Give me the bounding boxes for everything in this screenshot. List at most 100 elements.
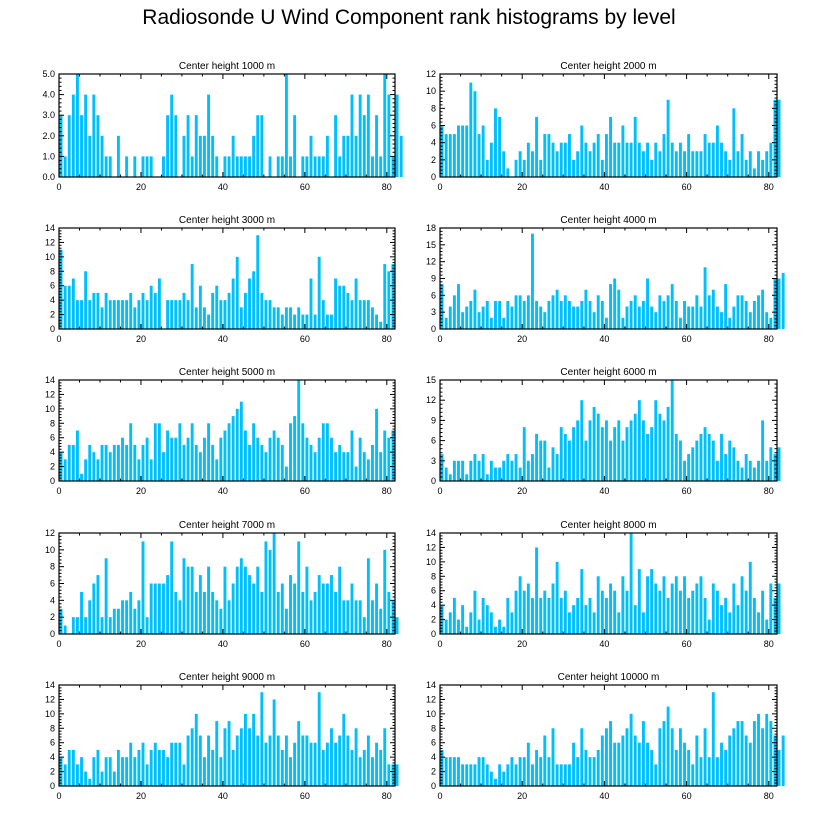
y-tick-label: 8 — [50, 723, 55, 733]
histogram-bar — [769, 317, 773, 329]
histogram-bar — [715, 757, 719, 786]
histogram-bar — [646, 742, 649, 786]
histogram-bar — [108, 300, 112, 329]
histogram-bar — [724, 454, 728, 481]
y-tick-label: 0 — [431, 476, 436, 486]
histogram-bar — [354, 600, 358, 634]
histogram-bar — [227, 721, 231, 786]
histogram-bar — [518, 151, 522, 177]
histogram-bar — [92, 757, 96, 786]
histogram-bar — [182, 292, 186, 329]
histogram-bar — [371, 307, 374, 329]
histogram-bar — [518, 467, 522, 481]
histogram-bar — [641, 612, 645, 634]
histogram-bar — [305, 314, 309, 329]
histogram-bar — [63, 764, 67, 786]
histogram-bar — [157, 423, 161, 481]
histogram-bar — [75, 764, 79, 786]
histogram-bar — [231, 583, 235, 634]
histogram-bar — [539, 757, 543, 786]
histogram-bar — [535, 547, 539, 634]
histogram-bar — [215, 285, 219, 329]
histogram-bar — [346, 135, 350, 177]
histogram-bar — [227, 423, 231, 481]
histogram-bar — [674, 300, 678, 329]
histogram-bar — [297, 307, 301, 329]
histogram-bar — [293, 314, 297, 329]
y-tick-label: 12 — [426, 395, 436, 405]
histogram-bar — [452, 597, 456, 634]
histogram-bar — [715, 590, 719, 634]
histogram-bar — [366, 735, 370, 786]
histogram-bar — [526, 583, 530, 634]
histogram-bar — [531, 233, 534, 329]
histogram-bar — [235, 156, 239, 177]
histogram-bar — [297, 541, 301, 634]
histogram-bar — [522, 427, 526, 481]
histogram-bar — [272, 699, 276, 786]
histogram-bar — [510, 757, 514, 786]
x-tick-label: 20 — [517, 791, 527, 801]
histogram-bar — [699, 306, 703, 329]
panel-title: Center height 1000 m — [179, 61, 275, 72]
histogram-bar — [149, 459, 153, 481]
histogram-bar — [198, 575, 202, 634]
histogram-bar — [724, 597, 728, 634]
histogram-bar — [457, 125, 460, 177]
histogram-bar — [662, 721, 666, 786]
histogram-bar — [211, 135, 215, 177]
histogram-bar — [637, 306, 641, 329]
histogram-bar — [325, 742, 329, 786]
y-tick-label: 14 — [45, 223, 55, 233]
histogram-bar — [84, 271, 88, 329]
histogram-bar — [268, 437, 272, 481]
histogram-bar — [637, 742, 641, 786]
histogram-bar — [531, 764, 534, 786]
histogram-bar — [260, 292, 264, 329]
histogram-bar — [761, 420, 765, 481]
histogram-bar — [457, 757, 460, 786]
histogram-bar — [748, 460, 752, 481]
histogram-bar — [174, 591, 178, 634]
histogram-bar — [170, 94, 174, 177]
histogram-bar — [765, 151, 769, 177]
histogram-bar — [752, 721, 756, 786]
histogram-bar — [387, 591, 391, 634]
x-tick-label: 80 — [764, 791, 774, 801]
histogram-bar — [494, 300, 497, 329]
histogram-bar — [473, 289, 477, 329]
histogram-bar — [551, 447, 555, 481]
histogram-bar — [559, 764, 563, 786]
y-tick-label: 12 — [45, 694, 55, 704]
histogram-bar — [469, 300, 473, 329]
histogram-bar — [317, 437, 321, 481]
histogram-bar — [711, 583, 715, 634]
histogram-bar — [198, 285, 202, 329]
histogram-bar — [141, 292, 145, 329]
histogram-bar — [133, 444, 137, 481]
histogram-bar — [162, 452, 165, 481]
histogram-bar — [448, 134, 452, 177]
histogram-bar — [92, 292, 96, 329]
histogram-bar — [572, 742, 576, 786]
histogram-bar — [116, 300, 120, 329]
histogram-bar — [498, 116, 502, 177]
histogram-bar — [338, 156, 342, 177]
histogram-bar — [100, 307, 104, 329]
histogram-bar — [96, 575, 100, 634]
histogram-bar — [116, 749, 120, 786]
histogram-bar — [691, 590, 695, 634]
histogram-bar — [740, 721, 744, 786]
histogram-bar — [371, 757, 374, 786]
histogram-bar — [572, 605, 576, 634]
histogram-bar — [580, 300, 584, 329]
histogram-bar — [289, 423, 292, 481]
histogram-bar — [547, 300, 551, 329]
histogram-bar — [732, 447, 736, 481]
y-tick-label: 0 — [431, 781, 436, 791]
histogram-bar — [465, 474, 469, 481]
histogram-bar — [773, 597, 777, 634]
histogram-bar — [325, 583, 329, 634]
histogram-bar — [276, 591, 280, 634]
x-tick-label: 20 — [517, 182, 527, 192]
